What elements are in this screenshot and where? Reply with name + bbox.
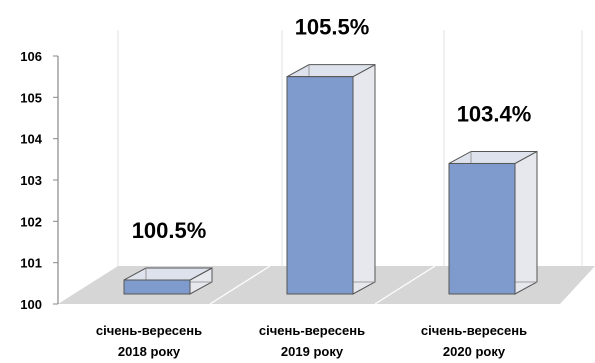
category-label: січень-вересень xyxy=(259,323,365,338)
bars-layer xyxy=(123,63,538,295)
axis-layer: 100 101 102 103 104 105 106 xyxy=(20,49,59,312)
grid-layer xyxy=(117,30,583,266)
bar-front xyxy=(448,162,516,295)
bar xyxy=(448,150,538,295)
y-tick-label: 105 xyxy=(20,90,42,105)
category-label: 2019 року xyxy=(281,344,344,359)
category-label: 2020 року xyxy=(443,344,506,359)
data-label: 103.4% xyxy=(457,101,532,126)
y-tick-label: 104 xyxy=(20,132,42,147)
category-label: січень-вересень xyxy=(96,323,202,338)
y-tick-label: 103 xyxy=(20,173,42,188)
y-tick-label: 106 xyxy=(20,49,42,64)
bar xyxy=(286,63,376,295)
category-label: 2018 року xyxy=(118,344,181,359)
bar-front xyxy=(123,279,191,295)
bar-front xyxy=(286,76,354,295)
bar xyxy=(123,267,213,295)
bar-side xyxy=(514,150,538,295)
data-label: 105.5% xyxy=(295,15,370,40)
floor-divider xyxy=(209,265,271,305)
y-tick-label: 100 xyxy=(20,297,42,312)
labels-layer: 100.5% січень-вересень 2018 року 105.5% січе… xyxy=(96,15,531,359)
data-label: 100.5% xyxy=(132,218,207,243)
category-label: січень-вересень xyxy=(421,323,527,338)
floor-divider xyxy=(374,265,436,305)
y-tick-label: 101 xyxy=(20,256,42,271)
y-tick-label: 102 xyxy=(20,214,42,229)
bar-side xyxy=(352,63,376,295)
